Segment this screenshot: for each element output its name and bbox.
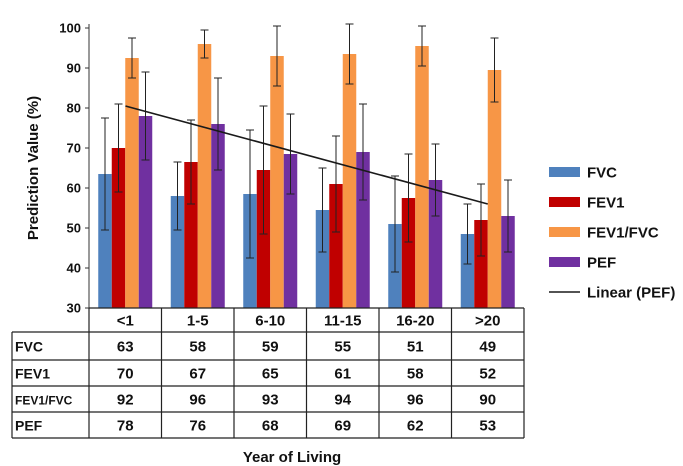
legend-label-linear-pef-: Linear (PEF) [587, 285, 675, 302]
table-row-label: FEV1/FVC [15, 394, 73, 408]
legend-label-pef: PEF [587, 255, 616, 272]
table-cell: 92 [117, 392, 134, 409]
bar-fev1-fvc [415, 46, 429, 308]
x-tick-label: 1-5 [187, 313, 209, 330]
legend-label-fev1: FEV1 [587, 195, 625, 212]
legend-label-fvc: FVC [587, 165, 617, 182]
table-cell: 93 [262, 392, 279, 409]
table-cell: 65 [262, 366, 279, 383]
table-cell: 58 [189, 339, 206, 356]
y-axis: 30 40 50 60 70 80 90 100 [59, 21, 90, 316]
table-cell: 96 [407, 392, 424, 409]
bar-fev1-fvc [197, 44, 212, 308]
trendline [125, 105, 488, 205]
y-tick-label: 50 [67, 221, 81, 236]
y-tick-label: 70 [67, 141, 81, 156]
bar-fev1 [111, 148, 126, 308]
y-tick-label: 40 [67, 261, 81, 276]
bar-fvc [460, 234, 475, 308]
y-tick-label: 30 [67, 301, 81, 316]
x-tick-label: 16-20 [396, 313, 434, 330]
table-cell: 96 [189, 392, 206, 409]
legend-swatch-fev1 [549, 197, 580, 207]
legend-swatch-fev1-fvc [549, 227, 580, 237]
bar-pef [501, 216, 515, 308]
table-cell: 58 [407, 366, 424, 383]
trendline-group [125, 105, 488, 205]
bar-fev1-fvc [342, 54, 357, 308]
table-row-label: FEV1 [15, 366, 50, 382]
y-axis-label: Prediction Value (%) [25, 96, 42, 240]
bar-fev1 [256, 170, 271, 308]
table-cell: 49 [479, 339, 496, 356]
bar-pef [428, 180, 443, 308]
x-tick-label: >20 [475, 313, 500, 330]
table-cell: 67 [189, 366, 206, 383]
x-tick-label: <1 [117, 313, 134, 330]
bar-fvc [98, 174, 112, 308]
bar-fev1-fvc [125, 58, 139, 308]
table-cell: 59 [262, 339, 279, 356]
table-cell: 68 [262, 418, 279, 435]
bar-fev1-fvc [270, 56, 284, 308]
bar-fvc [170, 196, 185, 308]
table-cell: 78 [117, 418, 134, 435]
y-tick-label: 90 [67, 61, 81, 76]
table-cell: 63 [117, 339, 134, 356]
bar-fev1-fvc [487, 70, 502, 308]
y-tick-label: 100 [59, 21, 81, 36]
x-tick-label: 6-10 [255, 313, 285, 330]
table-cell: 76 [189, 418, 206, 435]
bars [98, 44, 515, 308]
table-cell: 62 [407, 418, 424, 435]
table-row-label: PEF [15, 418, 43, 434]
legend: FVC FEV1 FEV1/FVC PEF Linear (PEF) [549, 165, 675, 302]
x-axis-label: Year of Living [243, 449, 341, 466]
table-cell: 53 [479, 418, 496, 435]
table-cell: 69 [334, 418, 351, 435]
bar-fev1 [329, 184, 343, 308]
bar-pef [138, 116, 153, 308]
bar-pef [283, 154, 298, 308]
error-bars [101, 23, 512, 273]
x-tick-label: 11-15 [324, 313, 362, 330]
table-cell: 52 [479, 366, 496, 383]
bar-fev1 [184, 162, 198, 308]
y-tick-label: 60 [67, 181, 81, 196]
bar-fvc [315, 210, 330, 308]
legend-swatch-pef [549, 257, 580, 267]
table-cell: 70 [117, 366, 134, 383]
data-table: <1 1-5 6-10 11-15 16-20 >20 FVC 63 58 59 55 51 49 FEV… [11, 307, 525, 439]
bar-fev1 [401, 198, 416, 308]
table-row-label: FVC [15, 339, 43, 355]
y-tick-label: 80 [67, 101, 81, 116]
table-cell: 61 [334, 366, 351, 383]
table-cell: 51 [407, 339, 424, 356]
bar-pef [356, 152, 370, 308]
legend-label-fev1-fvc: FEV1/FVC [587, 225, 659, 242]
table-cell: 55 [334, 339, 351, 356]
bar-fev1 [474, 220, 488, 308]
table-cell: 90 [479, 392, 496, 409]
legend-swatch-fvc [549, 167, 580, 177]
table-cell: 94 [334, 392, 351, 409]
